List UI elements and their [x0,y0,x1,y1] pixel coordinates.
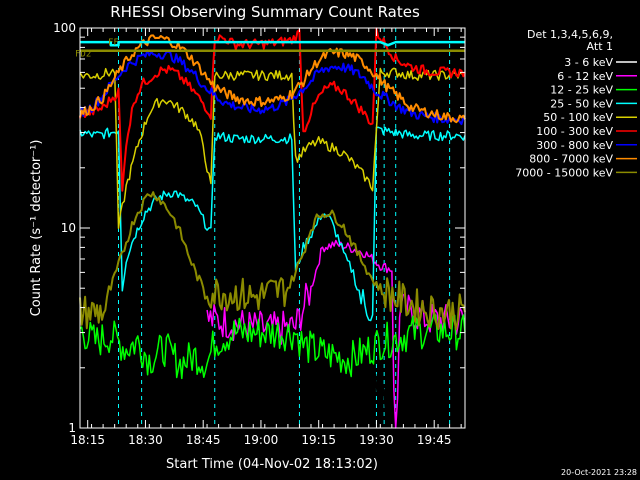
legend-header-1: Att 1 [587,40,613,53]
series-line-7 [79,34,466,124]
legend-label-0: 3 - 6 keV [564,56,613,69]
x-tick-label-5: 19:30 [359,433,394,447]
legend-label-3: 25 - 50 keV [550,97,613,110]
x-tick-label-4: 19:15 [301,433,336,447]
legend-label-4: 50 - 100 keV [543,111,613,124]
annotation-ff: FF [108,38,119,48]
x-tick-label-2: 18:45 [186,433,221,447]
legend-label-6: 300 - 800 keV [536,139,613,152]
annotation-fd2: FD2 [75,50,91,60]
legend-label-7: 800 - 7000 keV [529,153,613,166]
series-line-8 [79,191,466,331]
x-tick-label-6: 19:45 [417,433,452,447]
x-tick-label-0: 18:15 [70,433,105,447]
plot-area [79,27,466,429]
chart-title: RHESSI Observing Summary Count Rates [110,3,420,21]
series-line-10 [80,40,465,47]
series-line-2 [79,312,466,380]
footer-timestamp: 20-Oct-2021 23:28 [561,468,637,477]
series-line-4 [79,67,466,229]
legend-label-1: 6 - 12 keV [557,70,613,83]
y-axis-label: Count Rate (s⁻¹ detector⁻¹) [29,140,44,317]
x-tick-label-1: 18:30 [128,433,163,447]
legend-label-2: 12 - 25 keV [550,84,613,97]
x-axis-label: Start Time (04-Nov-02 18:13:02) [166,457,378,472]
y-tick-label-0: 1 [68,421,76,435]
legend-header-0: Det 1,3,4,5,6,9, [527,28,613,41]
y-axis: 1 10 100 [53,21,465,435]
legend-label-5: 100 - 300 keV [536,125,613,138]
annotations: FD2 FF [75,38,119,59]
series-line-6 [79,49,466,126]
x-tick-label-3: 19:00 [244,433,279,447]
x-axis: 18:15 18:30 18:45 19:00 19:15 19:30 19:45 [70,28,462,447]
y-tick-label-2: 100 [53,21,76,35]
legend-label-8: 7000 - 15000 keV [515,166,613,179]
series-line-3 [79,126,466,322]
y-tick-label-1: 10 [61,221,76,235]
